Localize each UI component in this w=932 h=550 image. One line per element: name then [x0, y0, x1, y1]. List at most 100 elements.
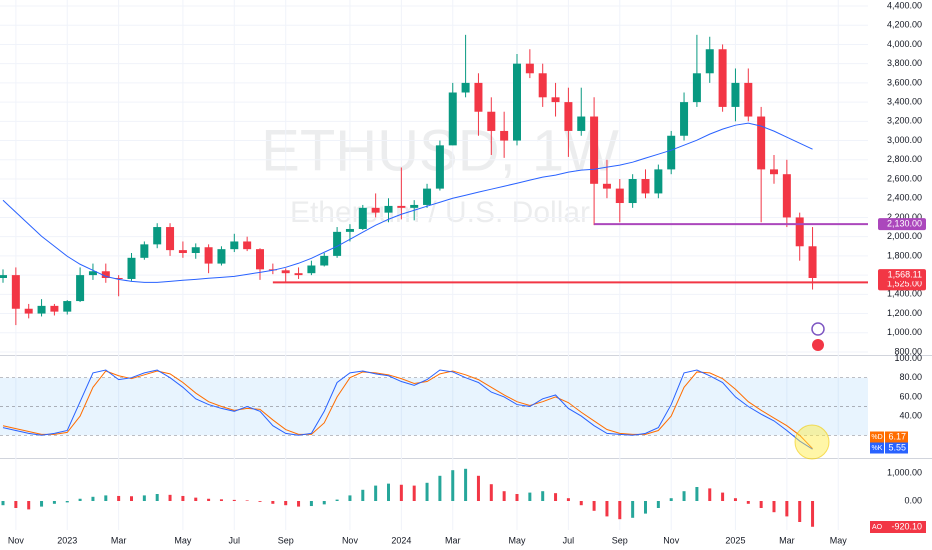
ao-bar	[245, 500, 249, 501]
ao-bar	[65, 501, 69, 503]
candle-body	[114, 277, 123, 279]
ao-bar	[168, 494, 172, 501]
price-badge-label: 1,568.11	[888, 270, 922, 280]
candle-body	[371, 207, 380, 213]
candle-body	[628, 179, 637, 204]
x-tick-label: Jul	[563, 535, 575, 545]
series-badge	[870, 442, 884, 454]
ao-bar	[592, 501, 596, 511]
series-name: %K	[872, 445, 883, 452]
ao-bar	[142, 495, 146, 501]
ao-bar	[40, 501, 44, 507]
x-tick-label: 2023	[57, 535, 77, 545]
ao-bar	[746, 501, 750, 504]
moving-average	[2, 122, 813, 283]
candle-body	[795, 217, 804, 247]
candle-body	[384, 205, 393, 213]
y-tick-label: 1,000.00	[887, 467, 922, 477]
x-tick-label: Mar	[111, 535, 127, 545]
candle-body	[24, 308, 33, 314]
y-tick-label: 4,400.00	[887, 0, 922, 10]
candle-body	[705, 49, 714, 74]
ao-bar	[772, 501, 776, 513]
x-tick-label: Mar	[779, 535, 795, 545]
ao-bar	[541, 491, 545, 501]
candle-body	[230, 241, 239, 250]
event-icon[interactable]	[812, 339, 824, 351]
ao-bar	[181, 495, 185, 501]
watermark-subtitle: Ethereum / U.S. Dollar	[290, 196, 590, 229]
y-tick-label: 60.00	[899, 391, 922, 401]
candle-body	[358, 207, 367, 229]
x-tick-label: May	[830, 535, 848, 545]
ao-bar	[297, 501, 301, 507]
ao-bar	[721, 492, 725, 501]
y-tick-label: 3,600.00	[887, 77, 922, 87]
candle-body	[757, 116, 766, 170]
ao-bar	[52, 501, 56, 504]
candle-body	[397, 205, 406, 208]
y-tick-label: 4,200.00	[887, 20, 922, 30]
y-tick-label: 4,000.00	[887, 39, 922, 49]
ao-bar	[207, 498, 211, 501]
candle-body	[281, 270, 290, 274]
value-label: -920.10	[891, 521, 922, 531]
candle-body	[11, 275, 20, 309]
stoch-line	[2, 370, 813, 449]
ao-bar	[605, 501, 609, 517]
ao-bar	[399, 484, 403, 501]
candle-body	[474, 82, 483, 112]
ao-bar	[219, 499, 223, 501]
ao-bar	[682, 491, 686, 501]
candle-body	[50, 305, 59, 312]
ao-bar	[194, 497, 198, 501]
y-tick-label: 100.00	[894, 353, 922, 363]
series-value: 6.17	[888, 431, 906, 441]
candle-body	[782, 174, 791, 218]
price-badge	[878, 269, 926, 282]
series-value: 5.55	[888, 442, 906, 452]
x-tick-label: May	[174, 535, 192, 545]
x-tick-label: Nov	[663, 535, 680, 545]
x-tick-label: Nov	[342, 535, 359, 545]
ao-bar	[155, 494, 159, 501]
indicator-name: AO	[872, 524, 883, 531]
series-value-badge	[885, 442, 908, 454]
ao-bar	[708, 488, 712, 501]
x-tick-label: Sep	[612, 535, 628, 545]
price-badge-label: 1,525.00	[887, 279, 922, 289]
ao-bar	[361, 489, 365, 501]
candle-body	[333, 231, 342, 256]
stoch-line	[2, 369, 813, 450]
x-tick-label: 2024	[391, 535, 411, 545]
series-value-badge	[885, 431, 908, 443]
y-tick-label: 3,200.00	[887, 116, 922, 126]
candle-body	[191, 247, 200, 254]
ao-bar	[335, 499, 339, 501]
candle-body	[551, 97, 560, 103]
event-icon[interactable]	[811, 322, 825, 336]
candle-body	[423, 188, 432, 205]
x-tick-label: Nov	[8, 535, 25, 545]
y-tick-label: 2,600.00	[887, 173, 922, 183]
y-tick-label: 1,400.00	[887, 289, 922, 299]
ao-bar	[14, 501, 18, 508]
candle-body	[667, 135, 676, 170]
ao-bar	[759, 501, 763, 508]
x-tick-label: May	[508, 535, 526, 545]
candle-body	[217, 249, 226, 264]
candle-body	[770, 169, 778, 175]
ao-bar	[502, 491, 506, 501]
value-badge	[882, 521, 926, 533]
x-tick-label: Mar	[445, 535, 461, 545]
y-tick-label: 3,000.00	[887, 135, 922, 145]
y-tick-label: 1,800.00	[887, 250, 922, 260]
candle-body	[243, 241, 252, 250]
ao-bar	[669, 498, 673, 501]
ao-bar	[476, 475, 480, 501]
candle-body	[410, 204, 419, 208]
series-name: %D	[871, 434, 882, 441]
ao-bar	[271, 501, 275, 504]
price-badge	[878, 278, 926, 291]
